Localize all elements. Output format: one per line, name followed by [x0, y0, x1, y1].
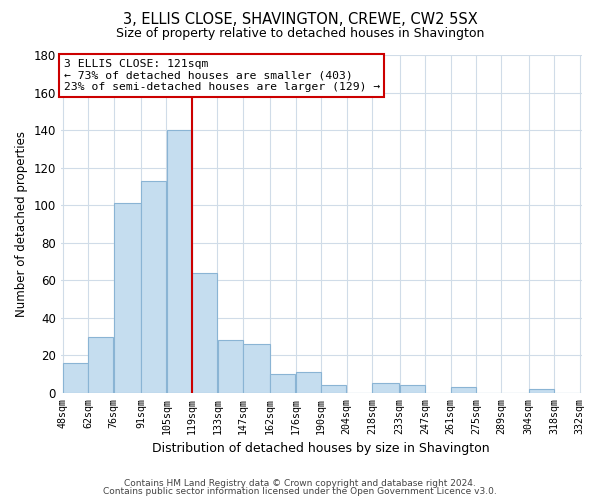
Bar [63, 363, 88, 393]
Text: Contains public sector information licensed under the Open Government Licence v3: Contains public sector information licen… [103, 487, 497, 496]
Bar [271, 374, 295, 393]
Text: Size of property relative to detached houses in Shavington: Size of property relative to detached ho… [116, 28, 484, 40]
Bar [88, 336, 113, 393]
Bar [373, 384, 399, 393]
X-axis label: Distribution of detached houses by size in Shavington: Distribution of detached houses by size … [152, 442, 490, 455]
Bar [322, 386, 346, 393]
Text: 3, ELLIS CLOSE, SHAVINGTON, CREWE, CW2 5SX: 3, ELLIS CLOSE, SHAVINGTON, CREWE, CW2 5… [122, 12, 478, 28]
Bar [114, 204, 140, 393]
Bar [529, 389, 554, 393]
Bar [243, 344, 270, 393]
Bar [167, 130, 191, 393]
Bar [296, 372, 321, 393]
Bar [451, 387, 476, 393]
Bar [192, 272, 217, 393]
Bar [218, 340, 242, 393]
Text: 3 ELLIS CLOSE: 121sqm
← 73% of detached houses are smaller (403)
23% of semi-det: 3 ELLIS CLOSE: 121sqm ← 73% of detached … [64, 59, 380, 92]
Bar [141, 180, 166, 393]
Bar [400, 386, 425, 393]
Y-axis label: Number of detached properties: Number of detached properties [15, 131, 28, 317]
Text: Contains HM Land Registry data © Crown copyright and database right 2024.: Contains HM Land Registry data © Crown c… [124, 478, 476, 488]
